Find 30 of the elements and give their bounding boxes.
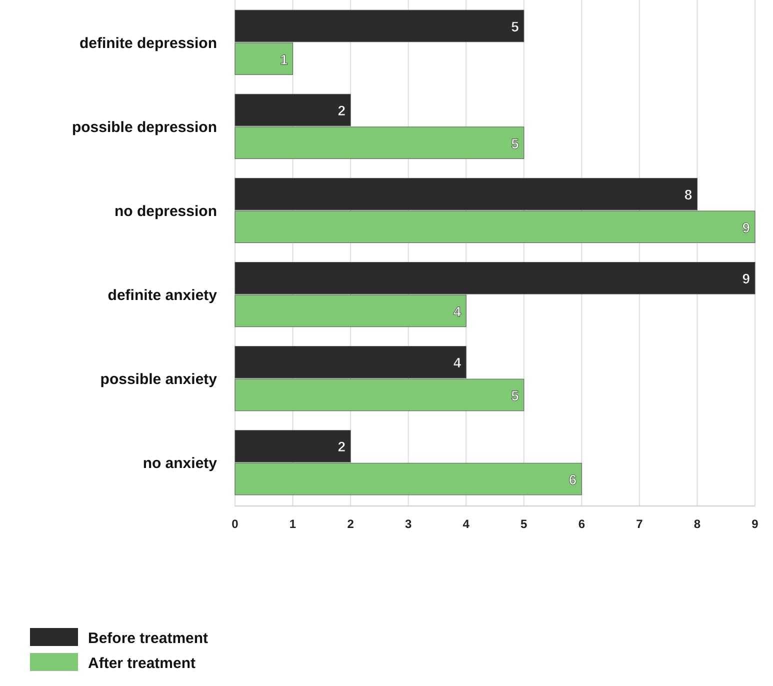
- legend-label: After treatment: [88, 655, 196, 672]
- x-tick-label: 1: [289, 517, 296, 531]
- x-tick-label: 3: [404, 517, 412, 531]
- x-tick-label: 2: [347, 517, 354, 531]
- y-tick-label: definite anxiety: [108, 287, 218, 304]
- x-tick-label: 6: [578, 517, 586, 531]
- legend-label: Before treatment: [88, 630, 208, 647]
- data-label: 2: [338, 438, 346, 455]
- data-label: 5: [511, 18, 520, 34]
- x-tick-label: 9: [752, 517, 759, 531]
- x-tick-label: 7: [636, 517, 644, 531]
- data-label: 6: [568, 472, 577, 488]
- data-label: 9: [742, 270, 750, 287]
- data-label: 2: [338, 102, 346, 119]
- data-label: 5: [511, 135, 520, 152]
- y-tick-label: no depression: [114, 202, 217, 220]
- data-label: 4: [453, 354, 462, 371]
- x-tick-label: 8: [694, 517, 701, 531]
- y-tick-label: no anxiety: [142, 455, 218, 472]
- y-tick-label: possible anxiety: [100, 371, 218, 388]
- y-tick-label: definite depression: [79, 34, 217, 52]
- y-tick-label: possible depression: [72, 118, 217, 136]
- x-tick-label: 0: [232, 517, 239, 531]
- x-tick-label: 5: [520, 517, 528, 531]
- data-label: 5: [511, 387, 520, 404]
- data-label: 8: [684, 186, 692, 203]
- x-tick-label: 4: [462, 517, 470, 531]
- data-label: 1: [280, 51, 288, 68]
- data-label: 4: [453, 303, 462, 320]
- data-label: 9: [742, 219, 750, 236]
